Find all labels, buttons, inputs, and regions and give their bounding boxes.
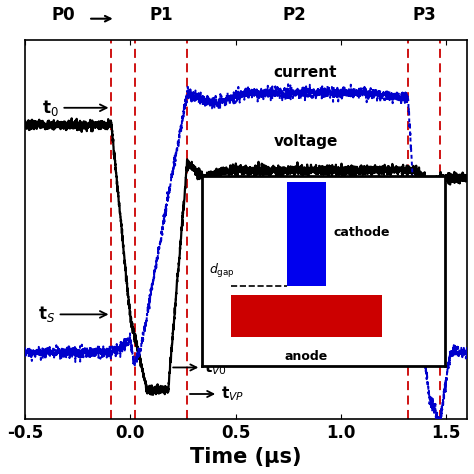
Text: t$_0$: t$_0$ (42, 98, 107, 118)
Text: P0: P0 (51, 6, 75, 24)
Text: P2: P2 (283, 6, 306, 24)
Text: P3: P3 (412, 6, 436, 24)
Text: t$_{V0}$: t$_{V0}$ (173, 358, 227, 377)
Text: current: current (273, 65, 337, 81)
Text: voltage: voltage (273, 134, 338, 149)
Text: P1: P1 (149, 6, 173, 24)
X-axis label: Time (μs): Time (μs) (191, 447, 302, 467)
Text: t$_{VP}$: t$_{VP}$ (190, 384, 244, 403)
Text: t$_S$: t$_S$ (38, 304, 107, 324)
